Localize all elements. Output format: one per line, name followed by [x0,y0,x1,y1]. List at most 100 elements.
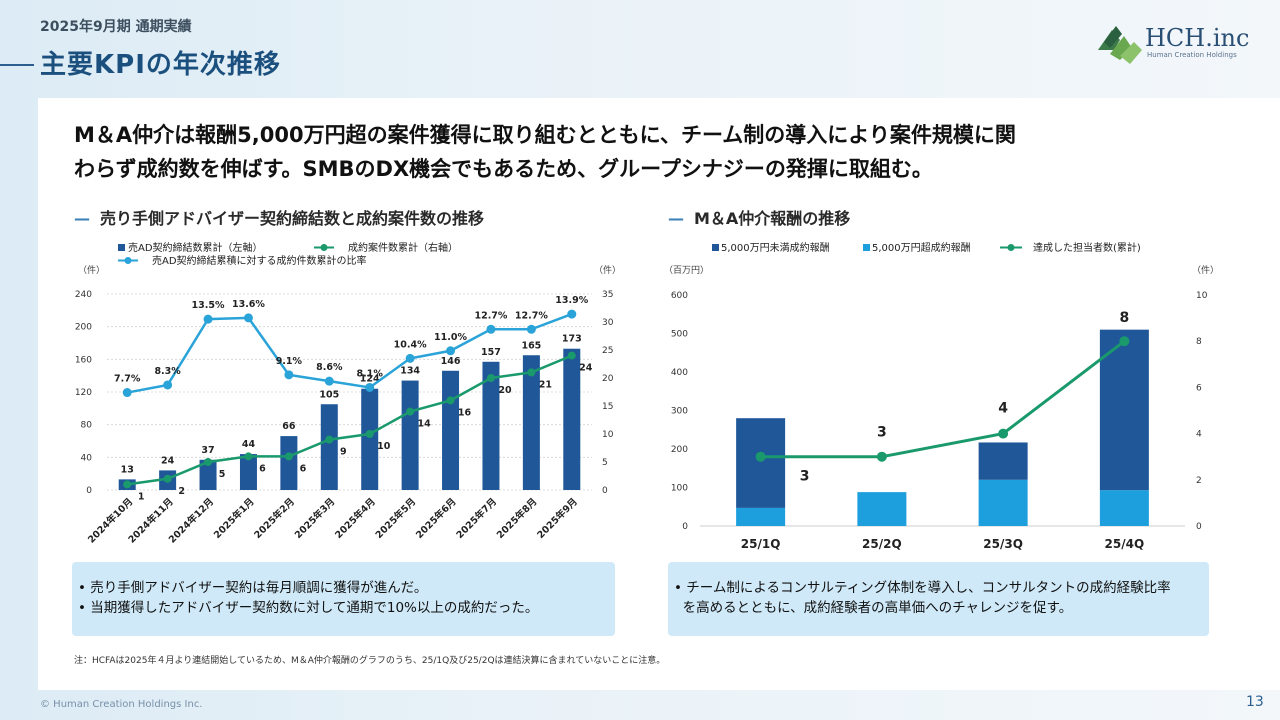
x-category-label: 2025年3月 [292,496,337,541]
left-note-1: • 売り手側アドバイザー契約は毎月順調に獲得が進んだ。 [78,580,428,596]
deals-value-label: 21 [539,379,552,390]
right-section-title-text: M＆A仲介報酬の推移 [694,209,851,228]
left-tick-label: 0 [682,522,688,532]
left-tick-label: 120 [75,388,92,398]
x-category-label: 25/2Q [862,537,902,551]
deals-point [325,435,334,444]
deals-value-label: 1 [138,491,145,502]
deals-point [204,458,213,466]
page-title: 主要KPIの年次推移 [40,50,281,80]
copyright: © Human Creation Holdings Inc. [40,699,203,710]
ratio-value-label: 8.6% [316,362,343,373]
left-axis-unit: （百万円） [664,265,709,276]
left-tick-label: 80 [81,421,93,431]
footnote: 注：HCFAは2025年４月より連結開始しているため、M＆A仲介報酬のグラフのう… [74,656,666,666]
persons-value-label: 3 [800,469,810,485]
bar-contracts [401,380,419,490]
bar-under-50m [978,442,1028,480]
left-tick-label: 240 [75,290,92,300]
deals-point [446,396,455,405]
bar-contracts [442,370,460,490]
left-tick-label: 40 [81,453,93,463]
legend-label-contracts: 売AD契約締結数累計（左軸） [128,241,263,254]
deals-point [284,452,293,461]
bar-value-label: 146 [441,356,461,367]
legend-label-deals: 成約案件数累計（右軸） [348,241,458,254]
x-category-label: 2025年7月 [454,496,499,541]
persons-point [876,451,887,462]
persons-value-label: 8 [1120,310,1130,326]
right-note-2: を高めるとともに、成約経験者の高単価へのチャレンジを促す。 [674,600,1073,616]
ratio-point [567,309,577,319]
bar-value-label: 165 [521,340,541,351]
ratio-point [324,376,334,386]
deals-point [365,430,374,438]
right-tick-label: 5 [602,458,608,468]
left-tick-label: 400 [671,368,688,378]
deals-value-label: 16 [458,407,472,418]
left-note-2: • 当期獲得したアドバイザー契約数に対して通期で10%以上の成約だった。 [78,600,539,616]
legend-label-ratio: 売AD契約締結累積に対する成約件数累計の比率 [152,254,367,267]
ratio-point [243,313,253,323]
legend-marker-persons [1007,244,1015,251]
deals-point [163,474,172,483]
right-section-dash: — [668,209,684,228]
hch-logo-icon [1098,26,1142,64]
persons-value-label: 4 [998,401,1008,417]
right-tick-label: 4 [1196,430,1202,440]
ratio-point [163,380,173,390]
lead-line-1: M＆A仲介は報酬5,000万円超の案件獲得に取り組むとともに、チーム制の導入によ… [74,123,1016,147]
ratio-value-label: 12.7% [515,310,548,321]
deals-value-label: 20 [498,385,512,396]
bar-value-label: 173 [562,334,582,345]
x-category-label: 25/3Q [983,537,1023,551]
bar-value-label: 134 [400,366,420,377]
bar-contracts [320,404,338,490]
deals-value-label: 9 [340,447,347,458]
ratio-series-line [126,312,573,394]
ratio-point [284,370,294,380]
ratio-point [203,314,213,324]
ratio-point [486,324,496,334]
persons-point [1119,336,1130,347]
left-tick-label: 600 [671,291,688,301]
bar-over-50m [736,507,786,526]
ma-fee-chart: 5,000万円未満成約報酬 5,000万円超成約報酬 達成した担当者数(累計) （百万… [664,241,1219,551]
ratio-value-label: 13.5% [192,300,225,311]
right-tick-label: 10 [1196,291,1208,301]
ratio-value-label: 9.1% [276,356,303,367]
right-tick-label: 30 [602,318,614,328]
legend-label-persons: 達成した担当者数(累計) [1033,241,1141,254]
x-category-label: 2025年6月 [413,496,458,541]
ratio-value-label: 8.3% [154,366,181,377]
right-tick-label: 8 [1196,337,1202,347]
x-category-label: 25/4Q [1105,537,1145,551]
left-tick-label: 300 [671,407,688,417]
deals-value-label: 2 [178,486,185,497]
bar-value-label: 124 [360,374,380,385]
left-section-title-text: 売り手側アドバイザー契約締結数と成約案件数の推移 [100,209,485,228]
legend-marker-ratio [124,257,132,264]
right-tick-label: 35 [602,290,613,300]
ratio-value-label: 10.4% [394,339,427,350]
bar-contracts [522,355,540,490]
ratio-value-label: 13.9% [555,295,588,306]
bar-value-label: 13 [121,464,134,475]
left-section-title: — 売り手側アドバイザー契約締結数と成約案件数の推移 [74,205,484,229]
bar-contracts [280,436,298,490]
persons-point [755,451,766,462]
ratio-value-label: 12.7% [474,310,507,321]
bar-value-label: 157 [481,347,501,358]
right-axis-unit: （件） [594,264,621,276]
bar-value-label: 44 [242,439,256,450]
deals-point [123,480,132,489]
legend-swatch-contracts [118,244,125,251]
left-tick-label: 100 [671,484,688,494]
deals-point [244,452,253,461]
deals-value-label: 24 [579,363,593,374]
ratio-point [526,324,536,334]
bar-value-label: 37 [201,445,214,456]
left-tick-label: 160 [75,355,92,365]
bar-contracts [239,454,257,490]
deals-value-label: 14 [418,419,432,430]
